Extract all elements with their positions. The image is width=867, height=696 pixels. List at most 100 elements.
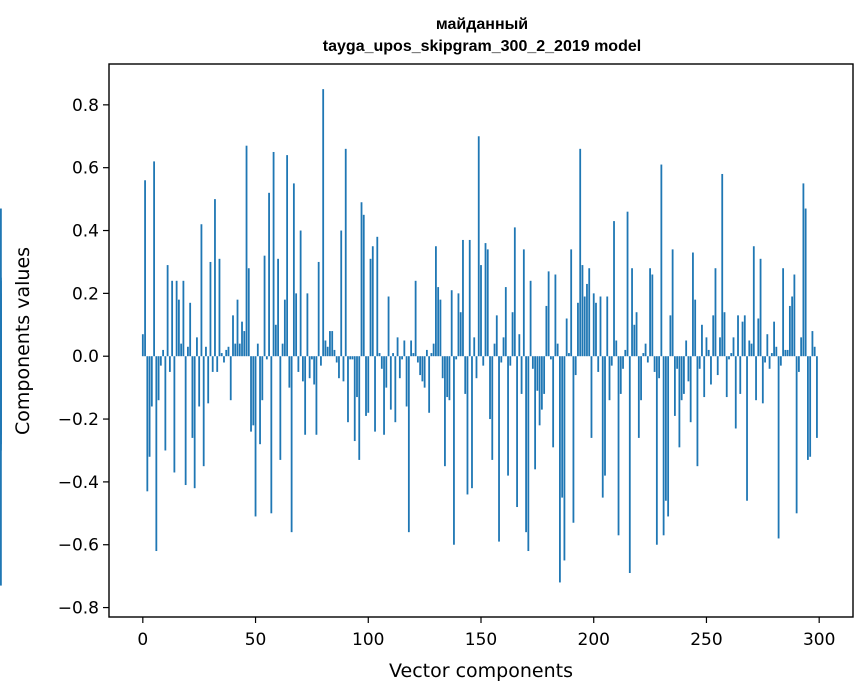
- bar: [613, 221, 615, 357]
- bar: [658, 356, 661, 379]
- bar: [288, 356, 291, 388]
- bar: [317, 261, 320, 357]
- bar: [673, 356, 676, 416]
- bar: [371, 246, 374, 357]
- bar: [644, 343, 647, 357]
- bar: [392, 353, 394, 357]
- bar: [416, 356, 419, 363]
- bar: [522, 249, 525, 357]
- bar: [450, 290, 453, 357]
- bar: [568, 353, 570, 357]
- bar: [225, 349, 228, 357]
- bar: [768, 356, 771, 369]
- bar: [347, 356, 349, 423]
- bar: [662, 356, 665, 536]
- bar: [531, 356, 534, 369]
- bar: [509, 356, 512, 366]
- bar: [649, 268, 651, 357]
- bar: [482, 356, 485, 366]
- bar: [617, 356, 620, 536]
- bar: [349, 356, 352, 360]
- bar: [777, 356, 780, 539]
- bar: [529, 280, 532, 357]
- bar: [270, 356, 273, 514]
- x-tick-label: 200: [578, 630, 610, 650]
- bar: [367, 356, 370, 413]
- bar: [358, 356, 361, 460]
- y-tick-label: −0.2: [58, 410, 99, 430]
- bar: [272, 151, 275, 357]
- bar: [380, 356, 383, 369]
- bar: [464, 356, 467, 394]
- bar: [261, 356, 264, 401]
- bar: [243, 331, 246, 357]
- bar: [694, 299, 697, 357]
- bar: [437, 287, 440, 357]
- bar: [574, 356, 577, 376]
- bar: [457, 293, 460, 357]
- bar: [306, 293, 309, 357]
- bar: [633, 324, 636, 357]
- bar: [637, 356, 640, 438]
- bar: [642, 353, 645, 357]
- bar: [597, 356, 600, 372]
- bar: [775, 346, 778, 357]
- bar: [786, 349, 789, 357]
- bar: [581, 265, 584, 357]
- bar: [473, 337, 476, 357]
- bar: [245, 145, 248, 357]
- bar: [748, 340, 751, 357]
- bar: [545, 305, 548, 357]
- bar: [428, 356, 431, 413]
- bar: [788, 305, 791, 357]
- bar: [502, 337, 505, 357]
- bar: [572, 356, 575, 523]
- bar: [635, 312, 638, 357]
- bar: [525, 356, 527, 533]
- bar: [182, 280, 185, 357]
- bar: [216, 356, 219, 372]
- bar: [561, 356, 564, 498]
- bar: [516, 356, 518, 508]
- bar: [779, 356, 782, 366]
- bar: [622, 356, 624, 369]
- y-tick-label: 0.8: [72, 96, 99, 116]
- bar: [752, 246, 755, 357]
- bar: [518, 334, 521, 357]
- bar: [624, 349, 627, 357]
- bar: [784, 349, 787, 357]
- bar: [608, 356, 611, 401]
- bar: [164, 356, 167, 451]
- bar: [471, 356, 473, 489]
- bar: [277, 258, 279, 357]
- bar: [793, 274, 796, 357]
- bar: [141, 334, 144, 357]
- bar: [498, 356, 500, 542]
- bar: [534, 356, 537, 470]
- bar: [311, 356, 313, 360]
- bar: [484, 243, 487, 357]
- bar: [640, 356, 642, 401]
- bar: [552, 356, 555, 448]
- bar: [304, 356, 307, 435]
- bar: [403, 340, 406, 357]
- bar: [696, 356, 699, 467]
- bar: [723, 312, 726, 357]
- bar: [489, 356, 491, 420]
- bar: [200, 224, 203, 357]
- bar: [741, 321, 744, 357]
- bar: [184, 356, 187, 486]
- bar: [757, 318, 760, 357]
- bar: [0, 356, 2, 435]
- x-tick-label: 0: [137, 630, 148, 650]
- bar: [707, 349, 710, 357]
- bar: [157, 356, 160, 401]
- bar: [274, 324, 277, 357]
- bar: [256, 343, 259, 357]
- bar: [809, 356, 812, 457]
- bar: [507, 356, 509, 476]
- bar: [324, 340, 327, 357]
- bar: [250, 356, 252, 432]
- bar: [265, 356, 268, 360]
- y-tick-label: 0.0: [72, 347, 99, 367]
